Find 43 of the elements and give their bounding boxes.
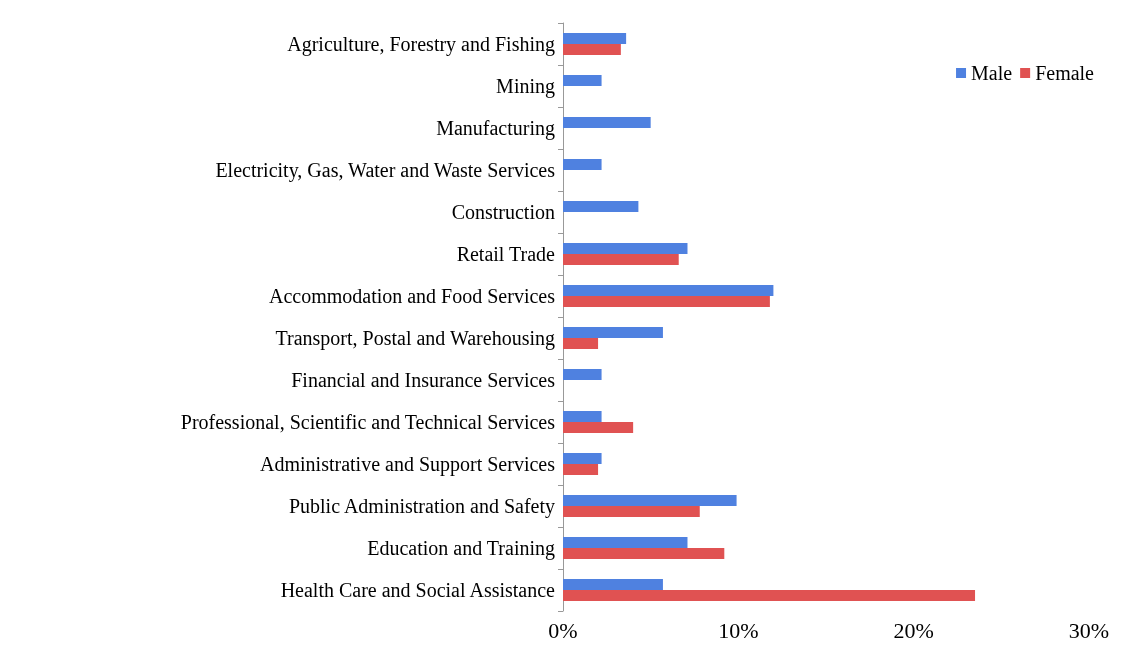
- bar: [563, 537, 688, 548]
- bar: [563, 159, 602, 170]
- bar: [563, 453, 602, 464]
- bar: [563, 33, 627, 44]
- bar: [563, 548, 725, 559]
- legend-label: Male: [971, 62, 1013, 84]
- y-tick-label: Accommodation and Food Services: [268, 285, 556, 307]
- y-tick-label: Professional, Scientific and Technical Services: [180, 411, 556, 433]
- bar: [563, 201, 639, 212]
- bar: [563, 254, 679, 265]
- x-tick-label: 10%: [718, 617, 759, 643]
- bar: [563, 422, 634, 433]
- bar: [563, 338, 599, 349]
- y-tick-label: Transport, Postal and Warehousing: [275, 327, 555, 350]
- bar: [563, 506, 700, 517]
- bar: [563, 296, 770, 307]
- y-tick-label: Retail Trade: [456, 243, 556, 265]
- y-tick-label: Health Care and Social Assistance: [280, 579, 556, 601]
- bar: [563, 285, 774, 296]
- bar: [563, 579, 663, 590]
- legend-label: Female: [1035, 62, 1095, 84]
- bar: [563, 369, 602, 380]
- bar: [563, 117, 651, 128]
- bar: [563, 44, 621, 55]
- y-tick-label: Electricity, Gas, Water and Waste Services: [215, 159, 556, 182]
- y-tick-label: Public Administration and Safety: [288, 495, 555, 518]
- x-tick-label: 0%: [548, 617, 578, 643]
- x-tick-label: 30%: [1068, 617, 1110, 643]
- bar: [563, 495, 737, 506]
- bar: [563, 590, 976, 601]
- y-tick-label: Mining: [496, 75, 555, 98]
- y-tick-label: Education and Training: [367, 537, 555, 560]
- bar: [563, 243, 688, 254]
- y-tick-label: Administrative and Support Services: [260, 453, 556, 476]
- bar: [563, 327, 663, 338]
- y-tick-label: Manufacturing: [436, 117, 555, 140]
- y-tick-label: Construction: [451, 201, 555, 223]
- y-tick-label: Financial and Insurance Services: [291, 369, 556, 391]
- y-tick-label: Agriculture, Forestry and Fishing: [287, 33, 555, 56]
- x-tick-label: 20%: [893, 617, 934, 643]
- bar: [563, 75, 602, 86]
- bar: [563, 464, 599, 475]
- bar: [563, 411, 602, 422]
